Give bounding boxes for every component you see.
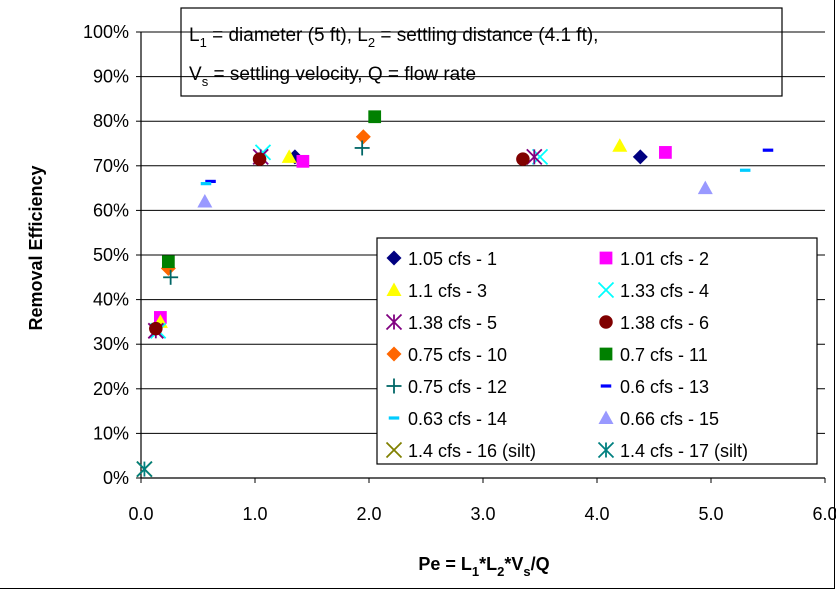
data-point [281,149,297,163]
legend-marker [600,384,612,388]
x-tick-label: 2.0 [356,504,381,524]
x-tick-label: 3.0 [470,504,495,524]
x-axis-title: Pe = L1*L2*Vs/Q [418,554,549,579]
data-point [516,152,530,166]
legend-marker [385,441,403,459]
legend-label: 1.4 cfs - 16 (silt) [408,441,536,461]
legend-marker [597,281,615,299]
y-tick-label: 0% [103,468,129,488]
y-tick-label: 10% [93,423,129,443]
legend-marker [386,250,402,266]
legend-marker [385,313,403,331]
legend-marker [388,416,400,420]
legend-label: 1.01 cfs - 2 [620,249,709,269]
legend-label: 0.75 cfs - 12 [408,377,507,397]
data-point [163,269,179,285]
data-point [739,168,751,172]
legend-label: 1.4 cfs - 17 (silt) [620,441,748,461]
data-point [136,460,153,478]
x-tick-label: 0.0 [128,504,153,524]
legend-marker [598,410,614,424]
y-tick-label: 20% [93,379,129,399]
y-tick-label: 40% [93,290,129,310]
x-tick-label: 6.0 [812,504,836,524]
legend-marker [386,378,402,394]
annotation-box: L1 = diameter (5 ft), L2 = settling dist… [180,7,783,97]
legend-marker [386,282,402,296]
legend-label: 0.63 cfs - 14 [408,409,507,429]
legend-label: 0.7 cfs - 11 [620,345,708,365]
legend-marker [599,251,613,265]
legend-box [376,237,818,465]
y-tick-label: 70% [93,156,129,176]
legend-label: 0.66 cfs - 15 [620,409,719,429]
data-point [659,146,672,159]
legend-label: 0.75 cfs - 10 [408,345,507,365]
data-point [205,179,216,184]
data-point [149,321,163,336]
data-point [161,255,175,269]
axes [136,31,826,483]
x-tick-label: 5.0 [698,504,723,524]
y-tick-label: 80% [93,111,129,131]
legend: 1.05 cfs - 1 1.01 cfs - 2 1.1 cfs - 3 1.33 … [376,237,818,465]
annotation-line-2: Vs = settling velocity, Q = flow rate [189,64,476,89]
legend-label: 1.1 cfs - 3 [408,281,487,301]
data-point [296,154,310,168]
data-point [612,138,628,152]
data-point [355,129,371,145]
y-tick-label: 90% [93,67,129,87]
x-tick-label: 1.0 [242,504,267,524]
tick-labels: 0% 10% 20% 30% 40% 50% 60% 70% 80% 90% 100% 0.0 1.0 2… [83,22,836,524]
data-point [252,152,267,166]
x-tick-label: 4.0 [584,504,609,524]
data-point [197,193,213,208]
data-point [762,148,774,152]
legend-label: 1.05 cfs - 1 [408,249,497,269]
data-point [368,110,382,124]
legend-marker [599,315,613,329]
y-tick-label: 100% [83,22,129,42]
y-tick-label: 30% [93,334,129,354]
legend-label: 1.38 cfs - 6 [620,313,709,333]
data-point [526,148,543,166]
data-point [354,140,370,156]
data-point [200,182,212,186]
legend-label: 0.6 cfs - 13 [620,377,709,397]
legend-marker [386,346,402,362]
legend-marker [599,347,613,361]
data-points [136,110,774,478]
data-point [697,180,713,195]
annotation-line-1: L1 = diameter (5 ft), L2 = settling dist… [189,25,598,50]
legend-label: 1.33 cfs - 4 [620,281,709,301]
y-tick-label: 60% [93,200,129,220]
legend-label: 1.38 cfs - 5 [408,313,497,333]
y-axis-title: Removal Efficiency [26,165,46,330]
data-point [632,149,648,165]
legend-marker [597,441,615,459]
y-tick-label: 50% [93,245,129,265]
